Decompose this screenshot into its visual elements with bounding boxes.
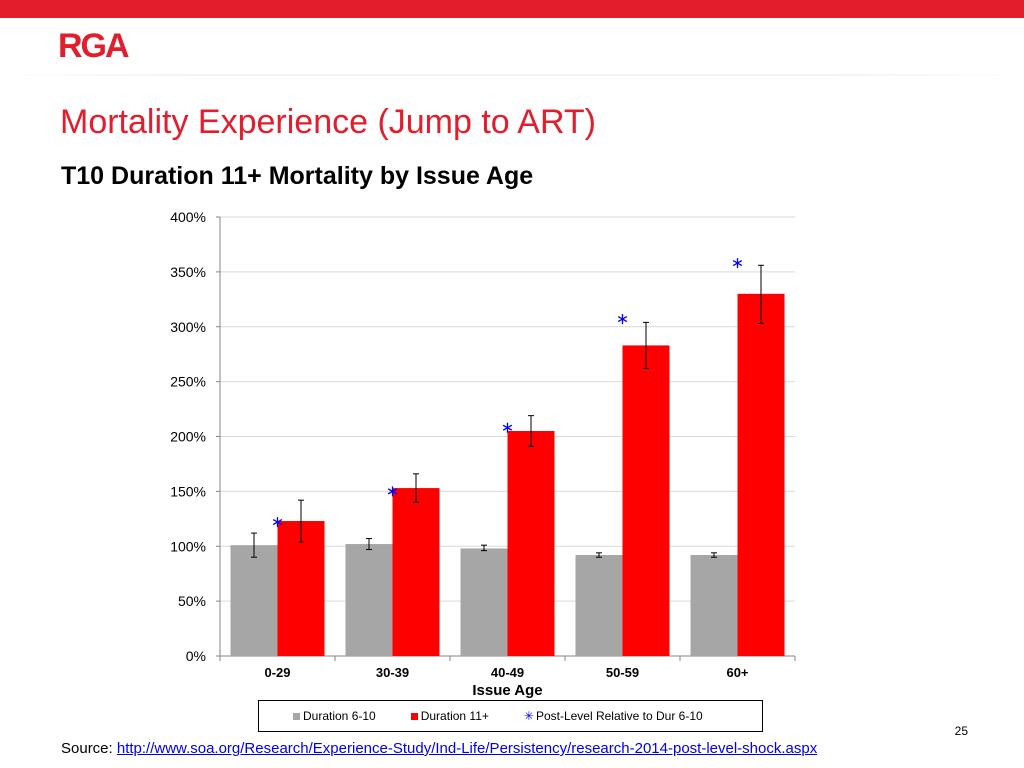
bar-duration-6-10	[230, 545, 278, 656]
asterisk-marker-icon: ✳	[523, 709, 534, 723]
y-tick-label: 250%	[170, 374, 206, 390]
page-number: 25	[954, 724, 968, 738]
bar-duration-6-10	[690, 555, 738, 656]
bar-duration-11-plus	[737, 293, 785, 656]
mortality-bar-chart: 0% 50% 100% 150% 200% 250% 300% 350% 400% 0-29 30-…	[170, 209, 796, 699]
source-link[interactable]: http://www.soa.org/Research/Experience-S…	[116, 740, 818, 757]
x-axis-title: Issue Age	[472, 682, 542, 699]
legend-label: Duration 11+	[420, 709, 489, 723]
y-tick-label: 350%	[170, 264, 206, 280]
post-level-marker	[617, 314, 628, 325]
bar-duration-11-plus	[392, 488, 440, 656]
y-tick-label: 50%	[178, 593, 206, 609]
bar-duration-6-10	[460, 548, 508, 656]
post-level-marker	[732, 258, 743, 269]
slide-title: Mortality Experience (Jump to ART)	[60, 103, 596, 141]
bar-duration-11-plus	[277, 521, 325, 656]
header-divider	[0, 74, 1024, 76]
legend-label: Post-Level Relative to Dur 6-10	[535, 709, 703, 723]
chart-subtitle: T10 Duration 11+ Mortality by Issue Age	[61, 162, 534, 190]
legend-item-duration-11-plus: Duration 11+	[410, 709, 489, 723]
bar-duration-11-plus	[507, 431, 555, 656]
x-category-label: 30-39	[376, 665, 409, 680]
y-tick-label: 200%	[170, 429, 206, 445]
post-level-marker	[502, 422, 513, 433]
bar-duration-11-plus	[622, 345, 670, 656]
y-tick-label: 400%	[170, 209, 206, 225]
source-label: Source:	[61, 740, 113, 757]
y-tick-label: 100%	[170, 538, 206, 554]
legend-swatch-grey	[293, 712, 300, 720]
legend-swatch-red	[410, 712, 418, 720]
legend-label: Duration 6-10	[303, 709, 376, 723]
x-category-label: 40-49	[491, 665, 524, 680]
rga-logo: RGA	[58, 27, 130, 65]
bar-duration-6-10	[575, 555, 623, 656]
y-tick-label: 150%	[170, 483, 206, 499]
x-category-label: 60+	[726, 665, 748, 680]
post-level-marker	[272, 517, 283, 528]
y-tick-label: 300%	[170, 319, 206, 335]
x-category-label: 0-29	[264, 665, 290, 680]
source-line: Source: http://www.soa.org/Research/Expe…	[61, 740, 817, 757]
y-tick-label: 0%	[186, 648, 206, 664]
legend-item-post-level: ✳ Post-Level Relative to Dur 6-10	[524, 709, 703, 723]
top-accent-bar	[0, 0, 1024, 18]
bar-duration-6-10	[345, 544, 393, 656]
legend-item-duration-6-10: Duration 6-10	[293, 709, 376, 723]
chart-legend: Duration 6-10 Duration 11+ ✳ Post-Level …	[258, 700, 763, 732]
post-level-marker	[387, 486, 398, 497]
x-category-label: 50-59	[606, 665, 639, 680]
